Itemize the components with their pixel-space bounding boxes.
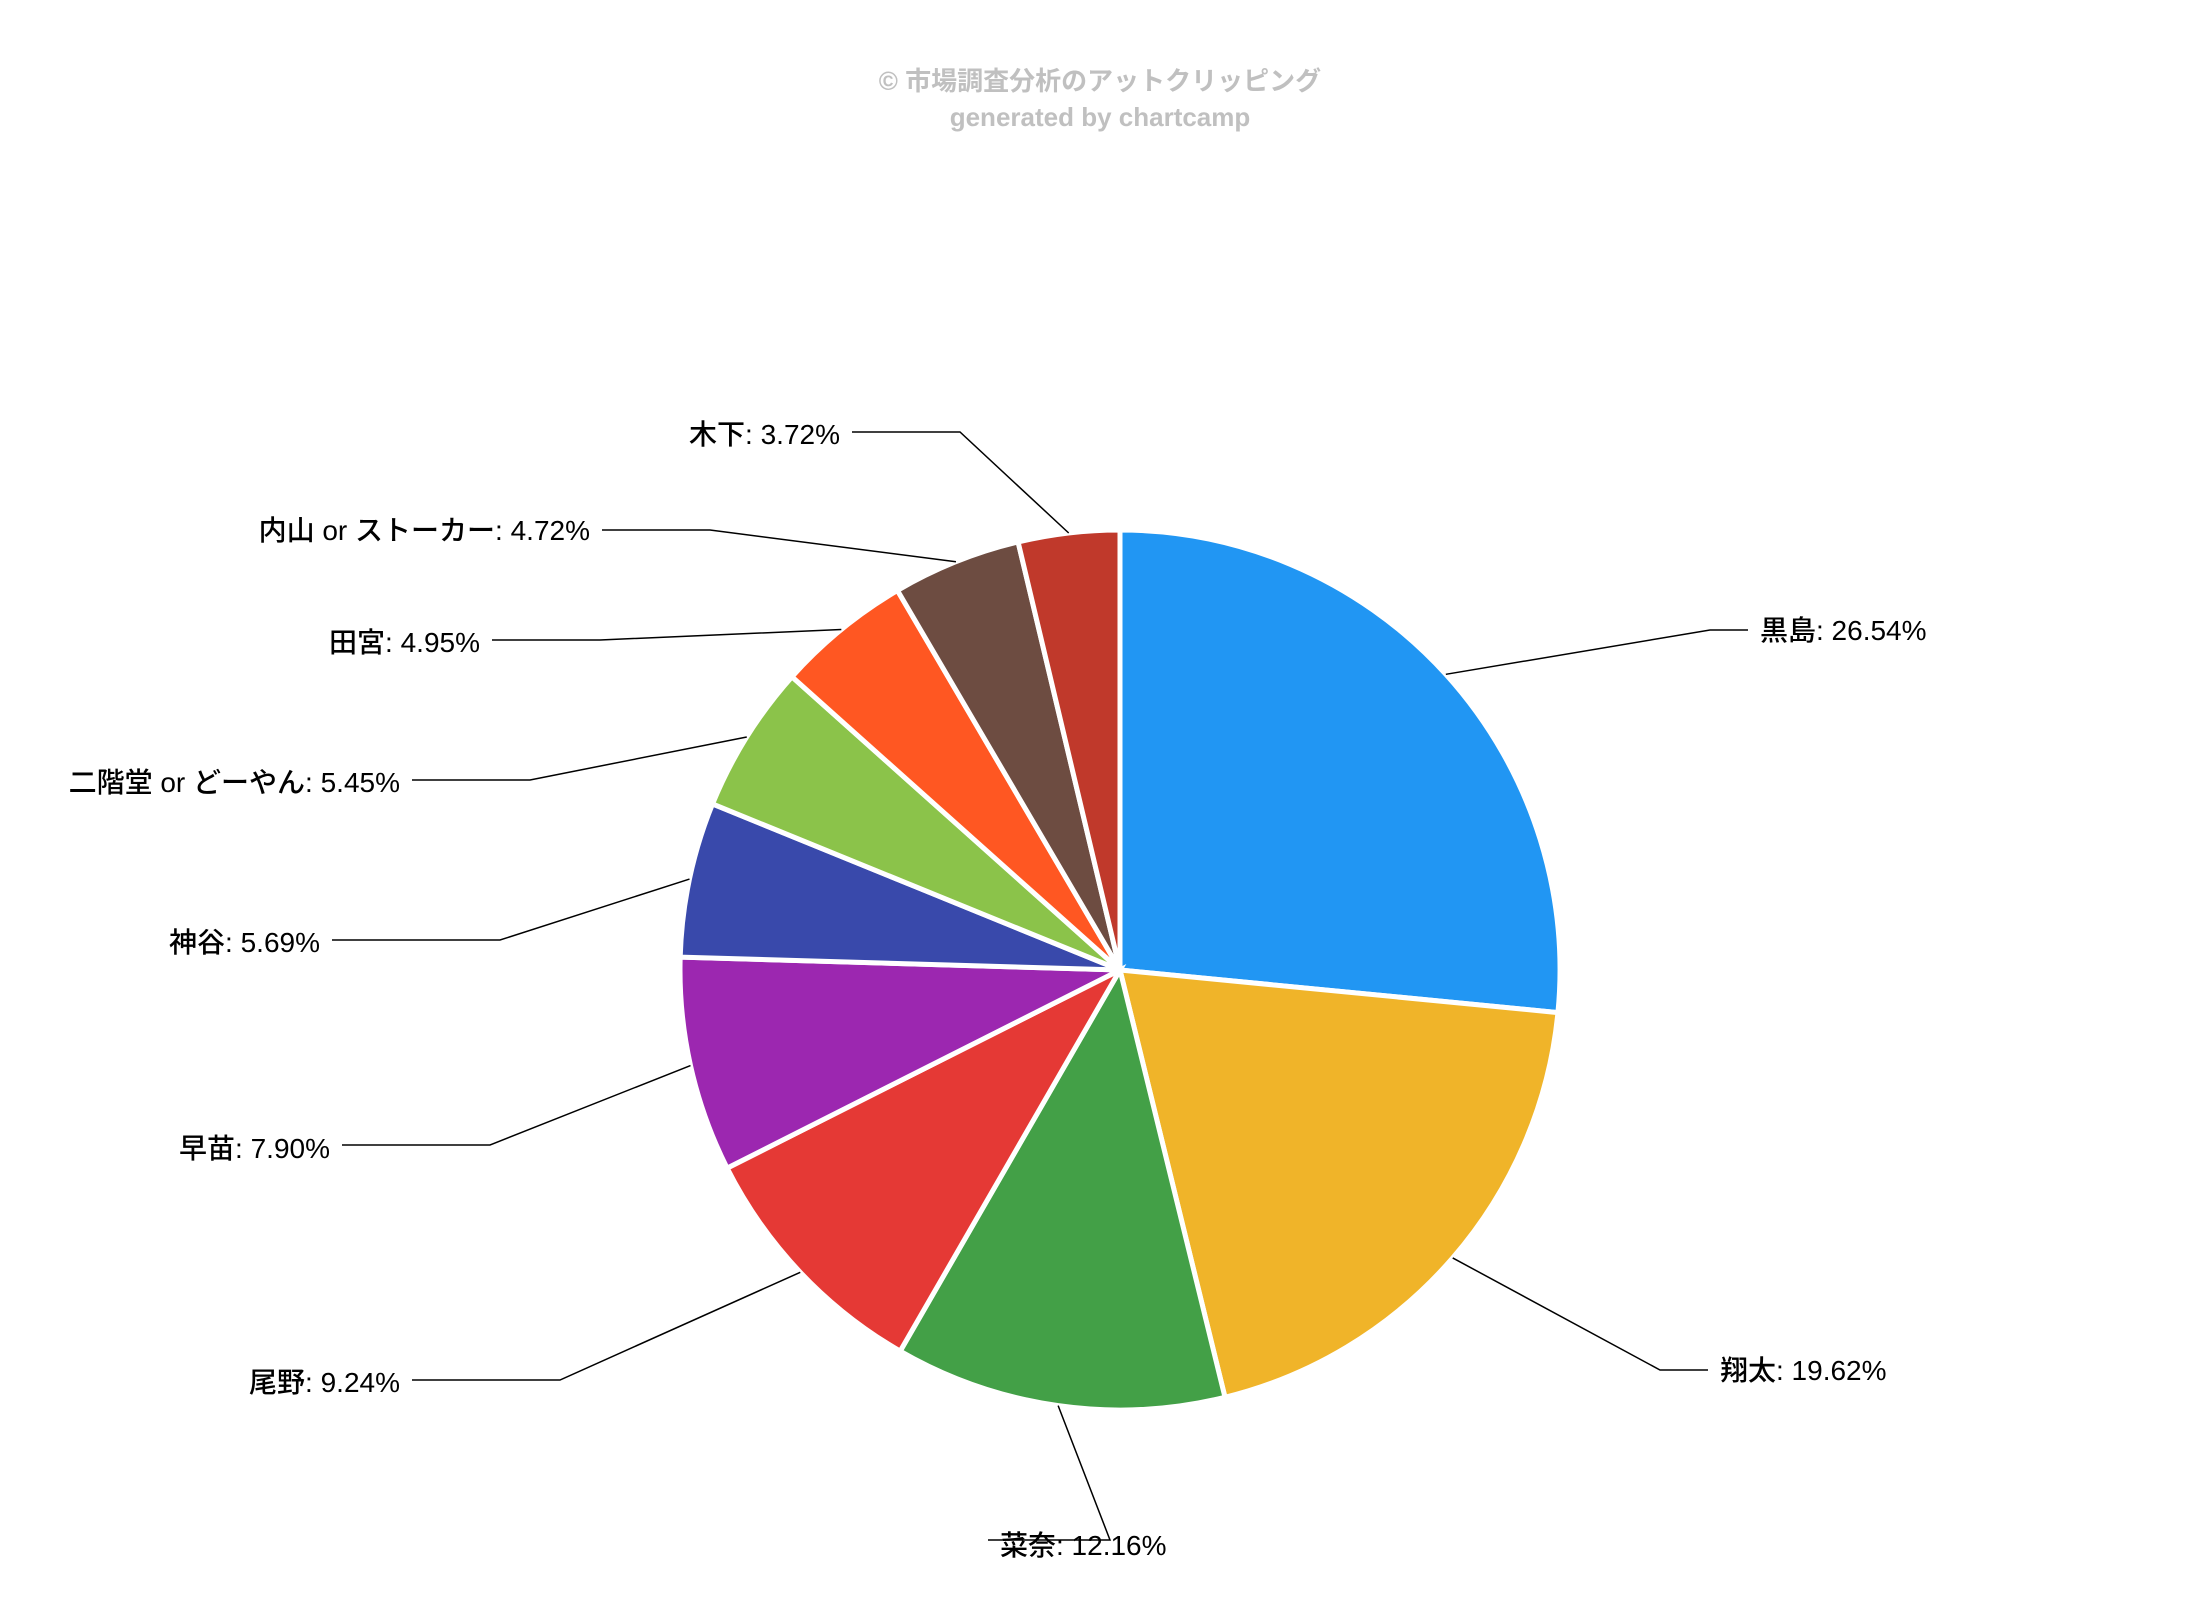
pie-leader-5 — [332, 879, 689, 940]
watermark-line2: generated by chartcamp — [950, 102, 1251, 132]
pie-leader-0 — [1446, 630, 1748, 674]
watermark-line1: © 市場調査分析のアットクリッピング — [879, 66, 1321, 96]
pie-slice-0 — [1120, 530, 1560, 1013]
pie-label-2: 菜奈: 12.16% — [1000, 1530, 1167, 1561]
pie-label-8: 内山 or ストーカー: 4.72% — [259, 515, 590, 546]
pie-label-7: 田宮: 4.95% — [329, 627, 480, 658]
pie-label-6: 二階堂 or どーやん: 5.45% — [69, 767, 400, 798]
pie-slices — [680, 530, 1560, 1410]
pie-label-5: 神谷: 5.69% — [169, 927, 320, 958]
pie-leader-4 — [342, 1066, 690, 1145]
pie-label-3: 尾野: 9.24% — [249, 1367, 400, 1398]
pie-leader-8 — [602, 530, 956, 562]
pie-chart-container: © 市場調査分析のアットクリッピング generated by chartcamp… — [0, 0, 2203, 1602]
pie-leader-1 — [1453, 1258, 1708, 1370]
pie-chart-svg: © 市場調査分析のアットクリッピング generated by chartcamp… — [0, 0, 2203, 1602]
pie-leader-6 — [412, 737, 747, 780]
pie-leader-2 — [988, 1406, 1110, 1540]
pie-label-0: 黒島: 26.54% — [1760, 615, 1927, 646]
pie-leader-9 — [852, 432, 1069, 533]
pie-leader-7 — [492, 630, 841, 640]
pie-label-9: 木下: 3.72% — [689, 419, 840, 450]
pie-label-1: 翔太: 19.62% — [1720, 1355, 1887, 1386]
pie-label-4: 早苗: 7.90% — [179, 1133, 330, 1164]
pie-leader-3 — [412, 1272, 800, 1380]
